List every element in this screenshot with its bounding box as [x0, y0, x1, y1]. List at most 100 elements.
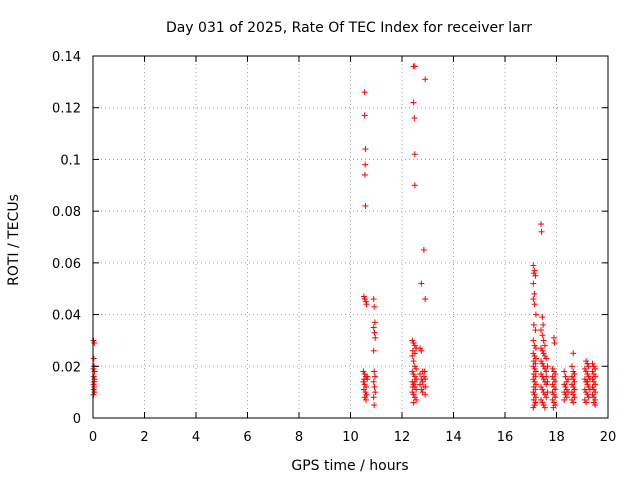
data-point	[581, 376, 588, 383]
data-point	[363, 301, 370, 308]
data-point	[530, 280, 537, 287]
data-point	[584, 360, 591, 367]
data-point	[361, 112, 368, 119]
data-point	[530, 262, 537, 269]
data-point	[371, 402, 378, 409]
data-point	[362, 396, 369, 403]
data-point	[571, 386, 578, 393]
data-point	[413, 386, 420, 393]
data-point	[531, 378, 538, 385]
data-point	[540, 376, 547, 383]
data-point	[550, 376, 557, 383]
data-point	[90, 355, 97, 362]
data-point	[590, 386, 597, 393]
data-point	[419, 389, 426, 396]
data-point	[420, 246, 427, 253]
data-point	[584, 378, 591, 385]
y-tick-label: 0.14	[52, 50, 81, 65]
data-point	[90, 373, 97, 380]
data-point	[590, 363, 597, 370]
data-point	[422, 76, 429, 83]
data-point	[539, 399, 546, 406]
data-point	[531, 402, 538, 409]
x-tick-label: 12	[394, 430, 411, 445]
data-point	[570, 399, 577, 406]
data-point	[590, 371, 597, 378]
data-point	[371, 329, 378, 336]
x-tick-label: 6	[243, 430, 251, 445]
data-point	[361, 89, 368, 96]
data-point	[410, 340, 417, 347]
data-point	[532, 327, 539, 334]
data-point	[371, 373, 378, 380]
data-point	[362, 389, 369, 396]
data-point	[409, 383, 416, 390]
data-point	[361, 381, 368, 388]
x-tick-labels: 0 2 4 6 8 10 12 14 16 18 20	[89, 430, 616, 445]
data-point	[371, 383, 378, 390]
data-point	[411, 394, 418, 401]
data-point	[90, 365, 97, 372]
data-point	[544, 389, 551, 396]
data-point	[410, 99, 417, 106]
data-point	[538, 345, 545, 352]
data-point	[539, 332, 546, 339]
data-point	[561, 396, 568, 403]
data-point	[550, 399, 557, 406]
data-point	[581, 365, 588, 372]
data-point	[422, 376, 429, 383]
data-point	[585, 373, 592, 380]
data-point	[538, 371, 545, 378]
data-point	[568, 363, 575, 370]
data-point	[90, 386, 97, 393]
data-point	[543, 355, 550, 362]
chart-title: Day 031 of 2025, Rate Of TEC Index for r…	[166, 20, 532, 36]
x-tick-label: 4	[192, 430, 200, 445]
y-tick-label: 0	[73, 412, 81, 427]
data-point	[568, 381, 575, 388]
data-point	[543, 373, 550, 380]
data-point	[540, 350, 547, 357]
data-point	[417, 381, 424, 388]
data-point	[372, 334, 379, 341]
data-point	[362, 298, 369, 305]
data-point	[581, 396, 588, 403]
data-point	[538, 327, 545, 334]
data-point	[409, 368, 416, 375]
data-point	[549, 381, 556, 388]
data-point	[550, 391, 557, 398]
data-point	[549, 389, 556, 396]
x-tick-label: 20	[600, 430, 617, 445]
data-point	[531, 301, 538, 308]
data-point	[550, 334, 557, 341]
data-point	[91, 340, 98, 347]
data-point	[530, 376, 537, 383]
data-points	[90, 63, 599, 411]
data-point	[530, 337, 537, 344]
data-point	[409, 337, 416, 344]
data-point	[361, 171, 368, 178]
data-point	[563, 394, 570, 401]
data-point	[371, 368, 378, 375]
data-point	[552, 371, 559, 378]
data-point	[531, 391, 538, 398]
data-point	[561, 368, 568, 375]
data-point	[562, 391, 569, 398]
data-point	[570, 376, 577, 383]
data-point	[532, 399, 539, 406]
data-point	[90, 391, 97, 398]
data-point	[549, 396, 556, 403]
data-point	[541, 365, 548, 372]
data-point	[550, 368, 557, 375]
data-point	[540, 402, 547, 409]
data-point	[589, 368, 596, 375]
data-point	[571, 394, 578, 401]
data-point	[530, 321, 537, 328]
data-point	[552, 386, 559, 393]
data-point	[413, 376, 420, 383]
x-tick-label: 14	[445, 430, 462, 445]
data-point	[562, 373, 569, 380]
data-point	[422, 383, 429, 390]
data-point	[539, 360, 546, 367]
data-point	[592, 389, 599, 396]
